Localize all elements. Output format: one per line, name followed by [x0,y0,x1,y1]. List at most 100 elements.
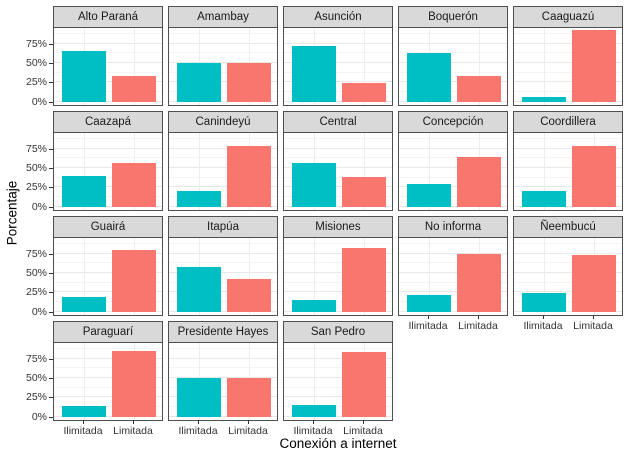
gridline-major [169,415,277,417]
gridline-minor [284,52,392,54]
bar-limitada [341,351,386,417]
facet-strip: Misiones [283,216,393,238]
gridline-major [284,186,392,188]
y-tick-label: 50% [25,267,47,279]
bar-ilimitada [292,162,337,207]
gridline-minor [169,52,277,54]
gridline-major [284,396,392,398]
gridline-major [514,252,622,254]
gridline-minor [284,91,392,93]
gridline-major [54,310,162,312]
gridline-minor [54,196,162,198]
bar-limitada [456,157,501,207]
gridline-major [54,42,162,44]
bar-ilimitada [407,52,452,102]
gridline-vertical [364,133,365,210]
gridline-major [514,272,622,273]
gridline-minor [399,176,507,178]
facet-panel-inner [54,343,162,420]
gridline-vertical [134,28,135,105]
x-tick-label: Limitada [113,425,153,437]
gridline-minor [399,32,507,34]
x-tick-mark [478,315,479,319]
gridline-major [284,272,392,273]
gridline-major [399,62,507,63]
gridline-major [514,81,622,83]
facet-panel [398,132,508,211]
y-tick-mark [49,44,53,45]
gridline-minor [54,347,162,349]
gridline-major [169,377,277,378]
gridline-major [54,377,162,378]
gridline-major [514,167,622,168]
gridline-minor [54,32,162,34]
bar-ilimitada [62,175,107,207]
gridline-major [54,186,162,188]
y-tick-label: 0% [31,411,47,423]
facet-panel [168,237,278,316]
facet-strip: Paraguarí [53,321,163,343]
gridline-minor [169,281,277,283]
facet-panel-inner [284,343,392,420]
gridline-major [284,62,392,63]
facet-panel [513,132,623,211]
gridline-minor [514,281,622,283]
facet-panel-inner [284,133,392,210]
gridline-major [54,415,162,417]
facet-panel [283,27,393,106]
facet-panel-inner [169,343,277,420]
x-tick-label: Ilimitada [63,425,103,437]
y-tick-label: 25% [25,391,47,403]
gridline-major [54,291,162,293]
gridline-vertical [199,133,200,210]
facet-panel [53,342,163,421]
gridline-major [399,252,507,254]
y-tick-mark [49,207,53,208]
gridline-minor [399,281,507,283]
y-tick-mark [49,292,53,293]
gridline-minor [169,91,277,93]
bar-limitada [111,249,156,312]
gridline-major [284,357,392,359]
gridline-minor [169,137,277,139]
gridline-minor [54,157,162,159]
gridline-vertical [479,28,480,105]
facet-panel [168,132,278,211]
gridline-minor [54,301,162,303]
gridline-vertical [544,28,545,105]
gridline-major [284,205,392,207]
gridline-minor [284,32,392,34]
gridline-minor [169,71,277,73]
gridline-major [284,100,392,102]
gridline-minor [284,71,392,73]
facet-strip: Presidente Hayes [168,321,278,343]
gridline-vertical [429,238,430,315]
facet-strip: Guairá [53,216,163,238]
gridline-major [514,62,622,63]
facet-panel [283,132,393,211]
gridline-major [514,186,622,188]
gridline-minor [284,406,392,408]
gridline-vertical [249,238,250,315]
facet-panel-inner [514,28,622,105]
facet-panel [168,342,278,421]
gridline-minor [399,301,507,303]
gridline-minor [514,137,622,139]
gridline-major [169,310,277,312]
bar-limitada [571,146,616,207]
gridline-minor [284,176,392,178]
gridline-minor [284,347,392,349]
x-tick-mark [83,420,84,424]
gridline-major [169,147,277,149]
facet-strip: Amambay [168,6,278,28]
gridline-minor [514,157,622,159]
facet-strip: Concepción [398,111,508,133]
facet-strip: Central [283,111,393,133]
x-tick-mark [543,315,544,319]
gridline-major [169,81,277,83]
x-tick-label: Limitada [573,320,613,332]
facet-panel [168,27,278,106]
bar-ilimitada [177,63,222,102]
gridline-minor [284,367,392,369]
facet-panel-inner [399,28,507,105]
